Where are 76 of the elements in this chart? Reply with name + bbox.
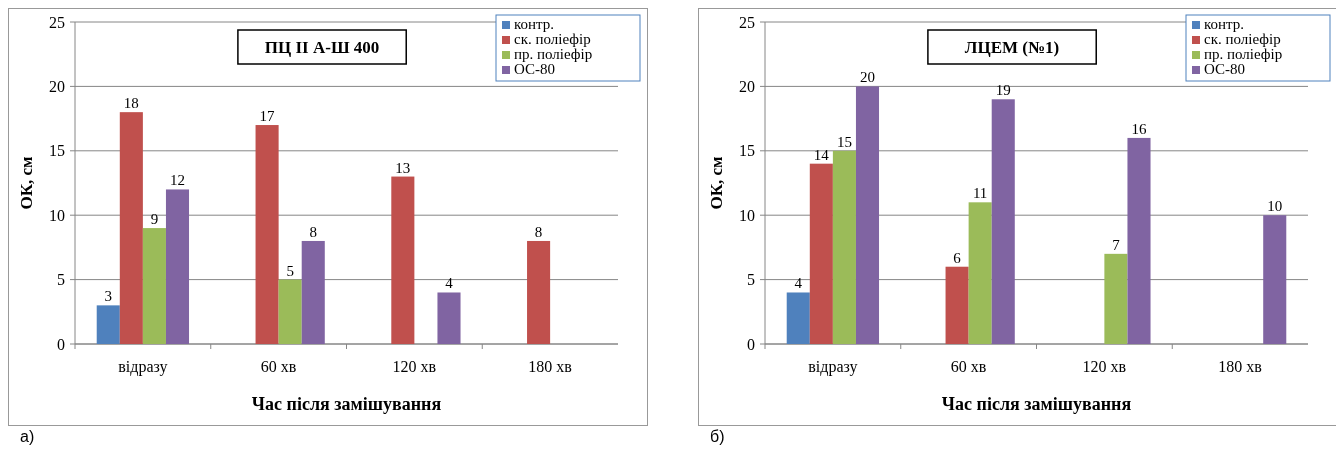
data-label: 17 (259, 108, 276, 125)
bar (1104, 253, 1128, 344)
data-label: 5 (286, 262, 294, 279)
y-tick-label: 5 (57, 271, 65, 289)
bar (945, 266, 969, 344)
data-label: 13 (395, 159, 411, 176)
data-label: 8 (309, 223, 317, 240)
text: ПЦ II А-Ш 400 (264, 38, 380, 57)
x-tick-label: 120 хв (1082, 358, 1127, 375)
bar (809, 163, 833, 344)
data-label: 6 (953, 249, 962, 266)
text: б) (710, 428, 725, 445)
x-tick-label: відразу (808, 358, 858, 376)
x-tick-label: 180 хв (528, 358, 573, 375)
x-tick-label: відразу (118, 358, 168, 376)
bar (991, 99, 1015, 344)
y-tick-label: 25 (739, 13, 755, 31)
bar (786, 292, 810, 344)
data-label: 4 (794, 275, 803, 292)
data-label: 9 (150, 211, 159, 228)
legend-label: пр. поліефір (514, 46, 593, 62)
bar (832, 150, 856, 344)
x-tick-label: 120 хв (392, 358, 437, 375)
y-tick-label: 20 (49, 78, 65, 95)
y-tick-label: 10 (49, 206, 65, 224)
x-tick-label: 60 хв (260, 358, 297, 375)
y-axis-title: ОК, см (707, 156, 726, 210)
data-label: 12 (169, 172, 185, 189)
y-tick-label: 15 (739, 142, 755, 160)
bar (1263, 215, 1287, 344)
bar (255, 125, 279, 344)
y-tick-label: 15 (49, 142, 65, 160)
legend-label: контр. (1204, 16, 1245, 32)
y-tick-label: 0 (747, 335, 755, 353)
bar (301, 240, 325, 344)
data-label: 8 (534, 223, 543, 240)
x-tick-label: 60 хв (950, 358, 987, 375)
bar (165, 189, 190, 344)
legend-label: ск. поліефір (1204, 31, 1281, 47)
bar (96, 305, 120, 344)
bar (119, 112, 143, 344)
legend-label: ОС-80 (514, 61, 556, 77)
data-label: 11 (972, 185, 988, 202)
y-tick-label: 10 (739, 206, 755, 224)
y-tick-label: 5 (747, 271, 755, 289)
data-label: 7 (1112, 236, 1121, 253)
bar (968, 202, 992, 344)
data-label: 10 (1267, 198, 1283, 215)
bar (278, 279, 302, 344)
legend-label: пр. поліефір (1204, 46, 1283, 62)
y-tick-label: 25 (49, 13, 65, 31)
data-label: 19 (995, 82, 1011, 99)
legend-label: ск. поліефір (514, 31, 591, 47)
y-tick-label: 0 (57, 335, 65, 353)
bar (527, 240, 551, 344)
y-tick-label: 20 (739, 78, 755, 95)
bar (437, 292, 461, 344)
data-label: 3 (104, 288, 113, 305)
bar (391, 176, 415, 344)
data-label: 16 (1131, 120, 1147, 137)
bar (1127, 137, 1151, 344)
bar (855, 86, 880, 344)
data-label: 18 (123, 95, 139, 112)
data-label: 15 (836, 133, 852, 150)
x-tick-label: 180 хв (1218, 358, 1263, 375)
y-axis-title: ОК, см (17, 156, 36, 210)
data-label: 4 (445, 275, 454, 292)
bar (142, 228, 166, 344)
data-label: 14 (813, 146, 830, 163)
x-axis-title: Час після замішування (941, 394, 1132, 414)
x-axis-title: Час після замішування (251, 394, 442, 414)
legend-label: контр. (514, 16, 555, 32)
legend-label: ОС-80 (1204, 61, 1246, 77)
text: ЛЦЕМ (№1) (964, 38, 1060, 57)
text: а) (20, 428, 35, 445)
data-label: 20 (859, 69, 875, 86)
